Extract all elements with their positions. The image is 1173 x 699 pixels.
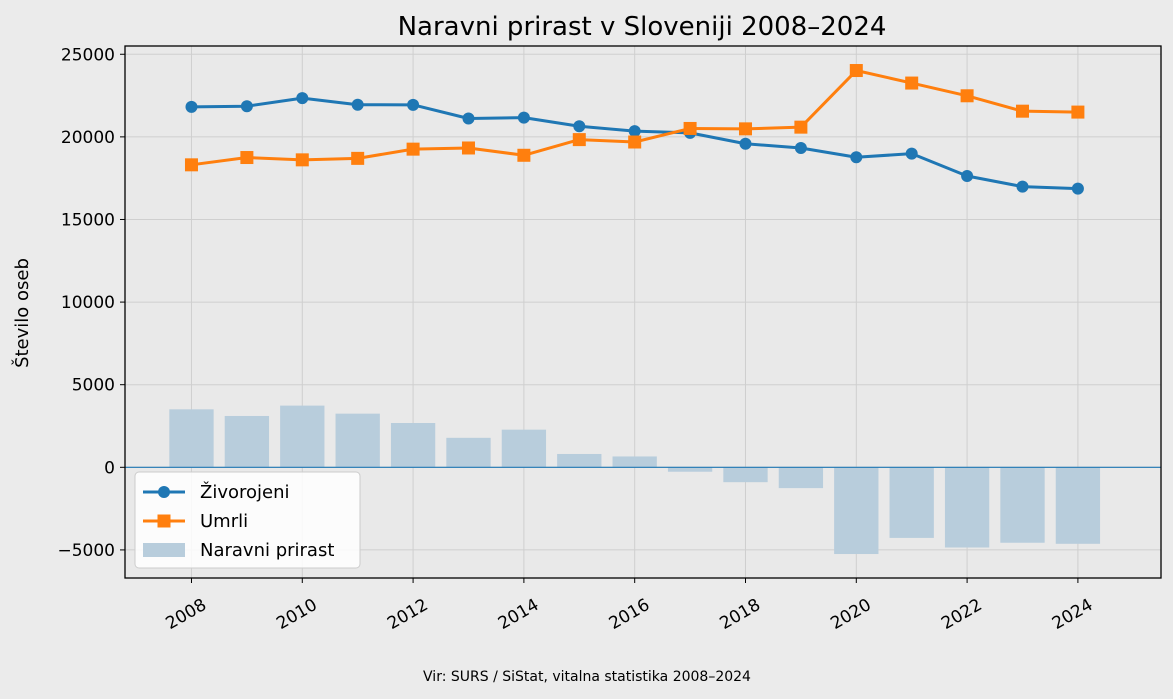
bar-naravni-prirast [778, 467, 824, 489]
bar-naravni-prirast [224, 415, 270, 468]
bar-naravni-prirast [169, 409, 214, 468]
legend: Živorojeni Umrli Naravni prirast [134, 471, 361, 569]
point-zivorojeni [351, 98, 364, 111]
chart-title: Naravni prirast v Sloveniji 2008–2024 [398, 12, 887, 42]
legend-label-zivorojeni: Živorojeni [200, 481, 290, 503]
legend-swatch-naravni-prirast [143, 543, 185, 557]
point-zivorojeni [905, 147, 918, 160]
point-zivorojeni [739, 137, 752, 150]
point-zivorojeni [794, 141, 807, 154]
point-umrli [295, 153, 309, 167]
point-umrli [461, 141, 475, 155]
point-umrli [683, 121, 697, 135]
point-umrli [572, 133, 586, 147]
point-umrli [406, 142, 420, 156]
axes-frame [124, 45, 1162, 579]
bar-naravni-prirast [612, 456, 657, 468]
bar-naravni-prirast [1000, 467, 1045, 543]
y-tick-label: 10000 [61, 293, 115, 313]
point-umrli [738, 122, 752, 136]
point-umrli [1015, 104, 1029, 118]
bar-naravni-prirast [1055, 467, 1101, 544]
point-zivorojeni [407, 98, 420, 111]
bar-naravni-prirast [501, 429, 547, 468]
bar-naravni-prirast [667, 467, 713, 472]
legend-marker-zivorojeni [158, 486, 170, 498]
legend-box [134, 471, 361, 569]
legend-label-umrli: Umrli [200, 511, 248, 532]
bar-naravni-prirast [557, 453, 602, 468]
point-zivorojeni [1016, 180, 1029, 193]
legend-label-naravni-prirast: Naravni prirast [200, 540, 334, 561]
point-umrli [905, 76, 919, 90]
point-umrli [184, 158, 198, 172]
source-note: Vir: SURS / SiStat, vitalna statistika 2… [423, 669, 751, 685]
point-umrli [1071, 105, 1085, 119]
point-umrli [794, 120, 808, 134]
y-tick-label: 5000 [72, 376, 115, 396]
point-zivorojeni [185, 100, 198, 113]
point-zivorojeni [850, 151, 863, 164]
bar-naravni-prirast [446, 437, 491, 468]
point-zivorojeni [1071, 182, 1084, 195]
point-umrli [351, 151, 365, 165]
y-tick-label: 15000 [61, 210, 115, 230]
y-tick-label: 0 [104, 458, 115, 478]
bar-naravni-prirast [723, 467, 768, 483]
point-zivorojeni [961, 169, 974, 182]
point-umrli [849, 64, 863, 78]
point-zivorojeni [573, 120, 586, 133]
bar-naravni-prirast [335, 413, 380, 468]
bar-naravni-prirast [834, 467, 879, 555]
legend-marker-umrli [157, 514, 171, 528]
point-zivorojeni [462, 112, 475, 125]
y-axis-label: Število oseb [11, 258, 33, 368]
y-tick-label: −5000 [57, 541, 115, 561]
bar-naravni-prirast [280, 405, 325, 468]
point-umrli [517, 148, 531, 162]
y-tick-label: 20000 [61, 128, 115, 148]
point-umrli [240, 151, 254, 165]
point-zivorojeni [240, 100, 253, 113]
y-tick-label: 25000 [61, 45, 115, 65]
point-umrli [628, 135, 642, 149]
point-zivorojeni [517, 111, 530, 124]
point-zivorojeni [296, 92, 309, 105]
point-umrli [960, 89, 974, 103]
bar-naravni-prirast [889, 467, 934, 538]
bar-naravni-prirast [944, 467, 990, 548]
point-zivorojeni [628, 125, 641, 138]
bar-naravni-prirast [390, 423, 436, 468]
